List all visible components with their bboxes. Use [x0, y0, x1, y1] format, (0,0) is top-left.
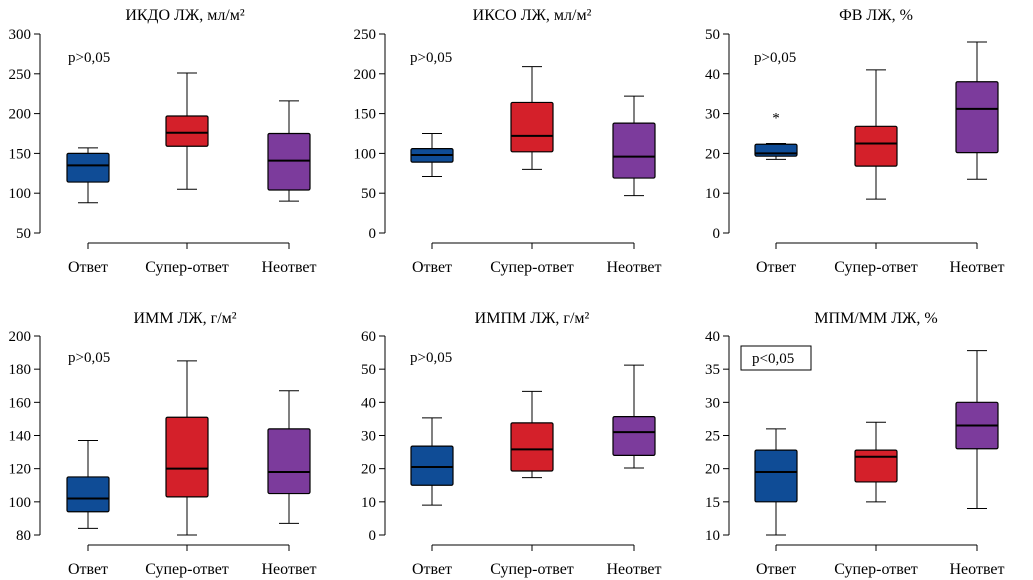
- outlier-marker: *: [772, 111, 780, 127]
- x-category-label: Неответ: [950, 259, 1005, 276]
- x-category-label: Супер-ответ: [490, 259, 574, 276]
- box-iqr: [267, 132, 311, 191]
- x-category-label: Ответ: [756, 561, 796, 578]
- box-iqr: [955, 81, 999, 154]
- plot-area: 0 10 20 30 40 50 60 Ответ Супер-ответ Неответ: [361, 329, 662, 578]
- box-iqr: [165, 416, 209, 498]
- panel-title: ИММ ЛЖ, г/м²: [133, 310, 236, 327]
- box-iqr: [754, 449, 798, 503]
- box-iqr: [510, 422, 554, 472]
- y-tick-label: 150: [9, 146, 32, 162]
- box-iqr: [165, 115, 209, 147]
- box-iqr: [66, 152, 110, 183]
- box-iqr: [510, 101, 554, 153]
- y-tick-label: 250: [9, 67, 32, 83]
- panel-impm: ИМПМ ЛЖ, г/м² p>0,05 0 10 20 30 40 50 60 Ответ С…: [361, 310, 662, 578]
- y-tick-label: 100: [9, 495, 32, 511]
- y-tick-label: 100: [9, 186, 32, 202]
- y-tick-label: 10: [361, 495, 376, 511]
- x-category-label: Супер-ответ: [490, 561, 574, 578]
- y-tick-label: 80: [16, 528, 31, 544]
- y-tick-label: 180: [9, 362, 32, 378]
- panel-title: ИКСО ЛЖ, мл/м²: [473, 7, 592, 24]
- y-tick-label: 50: [16, 226, 31, 242]
- plot-area: 0 50 100 150 200 250 Ответ Супер-ответ Неответ: [354, 27, 662, 276]
- y-tick-label: 150: [354, 107, 377, 123]
- x-category-label: Ответ: [756, 259, 796, 276]
- y-tick-label: 200: [354, 67, 377, 83]
- x-category-label: Неответ: [262, 259, 317, 276]
- y-tick-label: 200: [9, 329, 32, 345]
- y-tick-label: 40: [361, 395, 376, 411]
- y-tick-label: 25: [705, 429, 720, 445]
- y-tick-label: 300: [9, 27, 32, 43]
- x-category-label: Неответ: [607, 561, 662, 578]
- p-value-label: p>0,05: [410, 350, 452, 366]
- x-category-label: Супер-ответ: [834, 259, 918, 276]
- y-tick-label: 100: [354, 146, 377, 162]
- y-tick-label: 140: [9, 429, 32, 445]
- panel-ikdo: ИКДО ЛЖ, мл/м² p>0,05 50 100 150 200 250 300 О…: [9, 7, 317, 276]
- y-tick-label: 40: [705, 67, 720, 83]
- y-tick-label: 0: [369, 226, 377, 242]
- y-tick-label: 40: [705, 329, 720, 345]
- y-tick-label: 30: [705, 107, 720, 123]
- panel-fv: ФВ ЛЖ, % p>0,05 0 10 20 30 40 50 Ответ Супер-от…: [705, 7, 1005, 276]
- plot-area: 10 15 20 25 30 35 40 Ответ Супер-ответ Неответ: [705, 329, 1005, 578]
- y-tick-label: 10: [705, 186, 720, 202]
- p-value-box: [740, 345, 812, 371]
- p-value-label: p>0,05: [410, 50, 452, 66]
- y-tick-label: 50: [705, 27, 720, 43]
- y-tick-label: 30: [705, 395, 720, 411]
- p-value-label: p<0,05: [752, 351, 794, 367]
- x-category-label: Супер-ответ: [834, 561, 918, 578]
- x-category-label: Супер-ответ: [145, 561, 229, 578]
- y-tick-label: 30: [361, 429, 376, 445]
- x-category-label: Ответ: [68, 561, 108, 578]
- y-tick-label: 0: [369, 528, 377, 544]
- y-tick-label: 20: [705, 462, 720, 478]
- box-iqr: [612, 122, 656, 179]
- plot-area: 50 100 150 200 250 300 Ответ Супер-ответ Неответ: [9, 27, 317, 276]
- plot-area: 80 100 120 140 160 180 200 Ответ Супер-ответ Неот…: [9, 329, 317, 578]
- y-tick-label: 35: [705, 362, 720, 378]
- p-value-label: p>0,05: [68, 50, 110, 66]
- y-tick-label: 20: [361, 462, 376, 478]
- y-tick-label: 160: [9, 395, 32, 411]
- x-category-label: Ответ: [412, 561, 452, 578]
- box-iqr: [854, 125, 898, 167]
- plot-area: 0 10 20 30 40 50 Ответ Супер-ответ Неответ *: [705, 27, 1005, 276]
- p-value-label: p>0,05: [754, 50, 796, 66]
- box-iqr: [267, 428, 311, 495]
- box-iqr: [854, 449, 898, 483]
- y-tick-label: 15: [705, 495, 720, 511]
- x-category-label: Неответ: [950, 561, 1005, 578]
- panel-title: МПМ/ММ ЛЖ, %: [814, 310, 937, 327]
- y-tick-label: 10: [705, 528, 720, 544]
- y-tick-label: 50: [361, 362, 376, 378]
- y-tick-label: 200: [9, 107, 32, 123]
- x-category-label: Ответ: [412, 259, 452, 276]
- panel-ikso: ИКСО ЛЖ, мл/м² p>0,05 0 50 100 150 200 250 Отв…: [354, 7, 662, 276]
- panel-title: ИМПМ ЛЖ, г/м²: [475, 310, 590, 327]
- y-tick-label: 50: [361, 186, 376, 202]
- y-tick-label: 120: [9, 462, 32, 478]
- box-iqr: [612, 415, 656, 457]
- y-tick-label: 0: [713, 226, 721, 242]
- box-iqr: [66, 476, 110, 513]
- x-category-label: Супер-ответ: [145, 259, 229, 276]
- panel-mpm-mm: МПМ/ММ ЛЖ, % p<0,05 10 15 20 25 30 35 40 Ответ С…: [705, 310, 1005, 578]
- panel-imm: ИММ ЛЖ, г/м² p>0,05 80 100 120 140 160 180 200…: [9, 310, 317, 578]
- x-category-label: Неответ: [607, 259, 662, 276]
- x-category-label: Неответ: [262, 561, 317, 578]
- panel-title: ФВ ЛЖ, %: [839, 7, 913, 24]
- y-tick-label: 60: [361, 329, 376, 345]
- p-value-label: p>0,05: [68, 350, 110, 366]
- box-iqr: [410, 445, 454, 486]
- panel-title: ИКДО ЛЖ, мл/м²: [125, 7, 245, 24]
- y-tick-label: 250: [354, 27, 377, 43]
- x-category-label: Ответ: [68, 259, 108, 276]
- y-tick-label: 20: [705, 146, 720, 162]
